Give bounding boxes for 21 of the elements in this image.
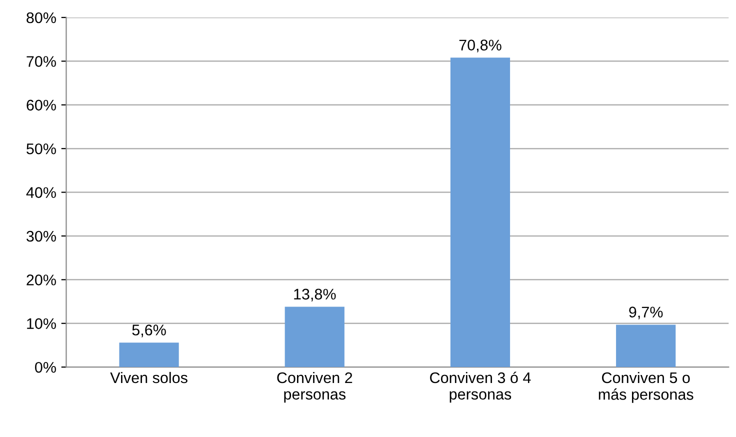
- y-tick-label: 0%: [35, 362, 56, 373]
- x-tick-label: Conviven 3 ó 4 personas: [430, 372, 531, 403]
- x-tick-label: Conviven 5 o más personas: [598, 372, 694, 403]
- y-tick-label: 50%: [26, 143, 56, 154]
- y-tick-label: 40%: [26, 187, 56, 198]
- bar: [450, 58, 510, 368]
- x-tick-label: Conviven 2 personas: [277, 372, 352, 403]
- x-tick-label: Viven solos: [110, 372, 188, 384]
- y-tick-label: 30%: [26, 230, 56, 242]
- y-tick-label: 80%: [26, 12, 56, 24]
- y-tick-label: 60%: [26, 100, 56, 111]
- y-tick-label: 20%: [26, 274, 56, 286]
- bar: [119, 342, 179, 368]
- data-label: 70,8%: [459, 40, 502, 52]
- data-label: 9,7%: [629, 306, 663, 320]
- y-tick-label: 70%: [26, 56, 56, 67]
- data-label: 5,6%: [132, 324, 166, 338]
- y-tick-label: 10%: [27, 318, 56, 330]
- bar: [616, 324, 676, 368]
- bar: [284, 306, 344, 368]
- data-label: 13,8%: [294, 288, 336, 302]
